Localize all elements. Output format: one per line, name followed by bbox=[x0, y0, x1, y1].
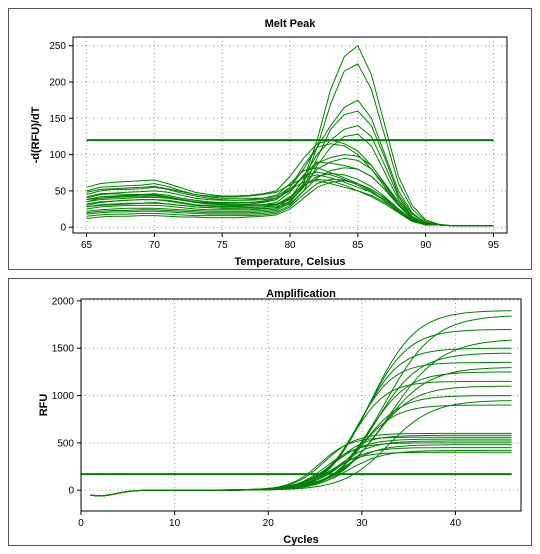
series-line-20 bbox=[86, 180, 494, 227]
y-tick-label: 100 bbox=[49, 150, 66, 161]
y-tick-label: 50 bbox=[55, 186, 67, 197]
series-group bbox=[90, 310, 512, 497]
x-tick-label: 70 bbox=[149, 240, 161, 251]
melt-peak-panel: Melt Peak 65 70 75 80 85 90 95 0 50 100 150 200 250 Te… bbox=[8, 8, 532, 270]
y-tick-label: 0 bbox=[60, 223, 66, 234]
y-tick-label: 250 bbox=[49, 41, 66, 52]
series-group bbox=[86, 44, 494, 227]
x-tick-label: 95 bbox=[488, 240, 500, 251]
y-tick-label: 2000 bbox=[52, 296, 75, 307]
y-tick-label: 200 bbox=[49, 78, 66, 89]
x-tick-label: 85 bbox=[352, 240, 364, 251]
series-line-2 bbox=[86, 63, 494, 227]
plot-frame bbox=[80, 298, 522, 512]
x-axis-label: Temperature, Celsius bbox=[234, 256, 345, 268]
x-tick-label: 90 bbox=[420, 240, 432, 251]
x-tick-label: 0 bbox=[78, 518, 84, 529]
y-tick-label: 0 bbox=[68, 486, 74, 497]
amplification-panel: Amplification 0 10 20 30 40 0 500 1000 1500 2000 Cy… bbox=[8, 278, 532, 546]
y-axis-label: -d(RFU)/dT bbox=[30, 106, 42, 163]
x-tick-label: 40 bbox=[450, 518, 462, 529]
x-tick-label: 65 bbox=[81, 240, 93, 251]
x-tick-label: 10 bbox=[169, 518, 181, 529]
y-tick-label: 1500 bbox=[52, 344, 75, 355]
series-line-8 bbox=[86, 139, 494, 227]
y-tick-label: 500 bbox=[57, 438, 74, 449]
y-axis-label: RFU bbox=[38, 394, 50, 417]
plot-frame bbox=[72, 36, 508, 234]
series-line-19 bbox=[86, 180, 494, 227]
chart-title: Melt Peak bbox=[265, 18, 317, 30]
amplification-chart: Amplification 0 10 20 30 40 0 500 1000 1500 2000 Cy… bbox=[38, 288, 522, 545]
x-axis-label: Cycles bbox=[283, 534, 318, 545]
y-tick-label: 1000 bbox=[52, 391, 75, 402]
chart-title: Amplification bbox=[266, 288, 336, 300]
x-tick-label: 30 bbox=[356, 518, 368, 529]
plot-area bbox=[81, 299, 521, 511]
x-tick-label: 75 bbox=[217, 240, 229, 251]
x-tick-label: 20 bbox=[263, 518, 275, 529]
melt-peak-chart: Melt Peak 65 70 75 80 85 90 95 0 50 100 150 200 250 Te… bbox=[30, 18, 508, 268]
series-line-24 bbox=[90, 451, 512, 497]
x-tick-label: 80 bbox=[284, 240, 296, 251]
y-tick-label: 150 bbox=[49, 114, 66, 125]
